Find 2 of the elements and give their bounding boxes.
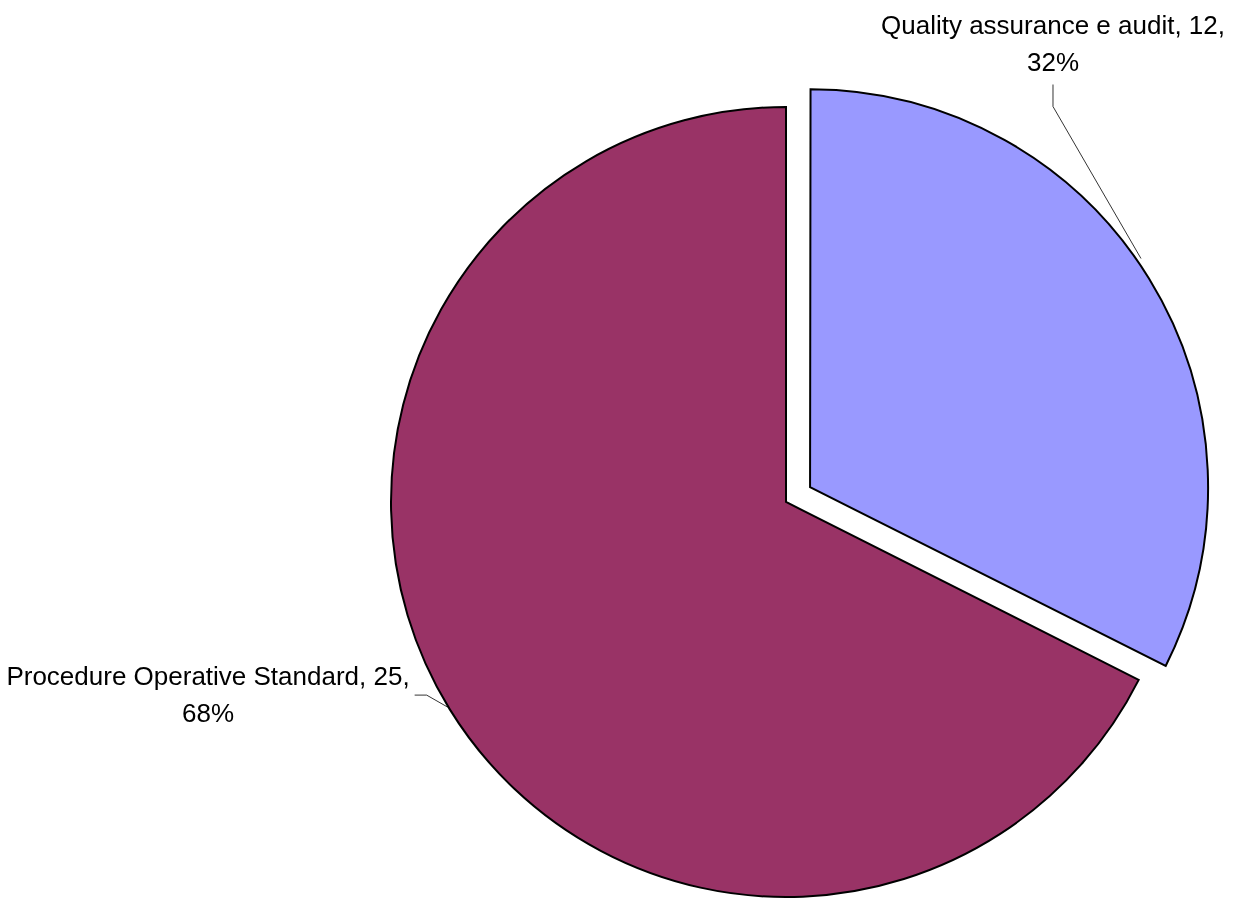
slice-label: Procedure Operative Standard, 25, 68% [6,660,410,728]
slice-label: Quality assurance e audit, 12, 32% [880,10,1225,78]
